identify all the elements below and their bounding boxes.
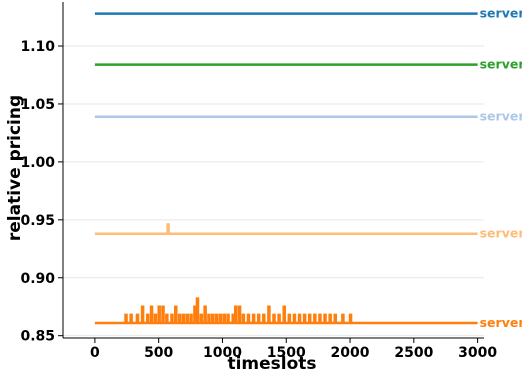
y-tick-label: 1.10 — [20, 39, 55, 55]
y-tick-label: 1.05 — [20, 97, 55, 113]
y-tick-label: 0.95 — [20, 213, 55, 229]
x-tick-label: 2500 — [394, 345, 433, 361]
x-tick-label: 1000 — [203, 345, 242, 361]
x-tick-label: 0 — [90, 345, 100, 361]
series-label-server-2: server 2 — [480, 109, 522, 124]
x-tick-label: 1500 — [267, 345, 306, 361]
series-labels: server 1 server 5 server 2 server 4 server 3 — [480, 6, 522, 330]
x-tick-label: 500 — [144, 345, 173, 361]
axes: 0.85 0.90 0.95 1.00 1.05 1.10 0 500 1000 1500 2000… — [20, 2, 497, 361]
y-tick-label: 0.90 — [20, 271, 55, 287]
x-tick-label: 2000 — [331, 345, 370, 361]
series-label-server-3: server 3 — [480, 315, 522, 330]
gridlines — [63, 45, 484, 337]
series-label-server-4: server 4 — [480, 226, 522, 241]
series-line-server-3 — [94, 297, 478, 325]
series-label-server-1: server 1 — [480, 6, 522, 21]
y-tick-label: 1.00 — [20, 155, 55, 171]
x-tick-label: 3000 — [458, 345, 497, 361]
series-lines — [94, 12, 478, 325]
y-axis-title: relative pricing — [5, 95, 25, 241]
series-label-server-5: server 5 — [480, 57, 522, 72]
x-axis-title: timeslots — [227, 354, 316, 374]
series-line-server-4 — [94, 223, 478, 235]
y-tick-label: 0.85 — [20, 329, 55, 345]
